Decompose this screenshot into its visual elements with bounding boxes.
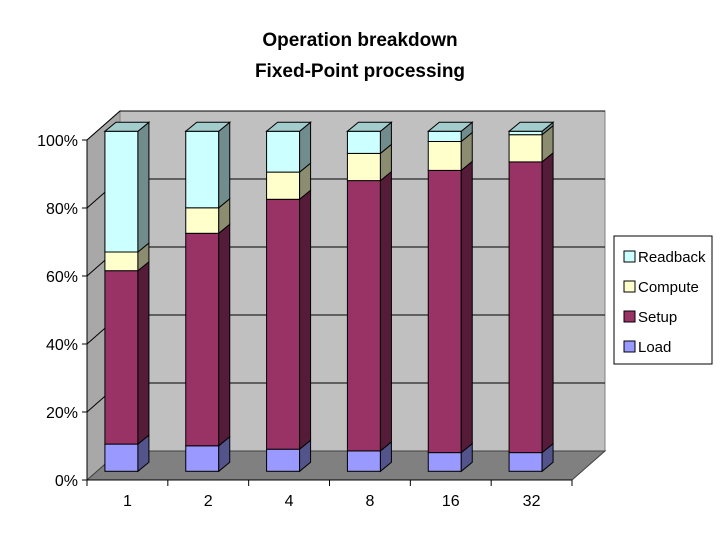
x-tick-label: 8 <box>365 493 374 510</box>
bar-side <box>460 160 473 454</box>
bar-front <box>508 452 543 472</box>
bar-top <box>103 121 151 132</box>
y-tick-label: 80% <box>46 201 78 218</box>
chart-title-line-2: Fixed-Point processing <box>254 61 466 82</box>
bar-front <box>185 207 220 234</box>
bar-front <box>104 270 139 445</box>
y-tick-label: 40% <box>46 337 78 354</box>
legend-label: Compute <box>638 279 699 296</box>
legend-swatch <box>623 310 636 323</box>
bar-front <box>185 130 220 209</box>
bar-front <box>427 169 462 454</box>
bar-side <box>137 260 150 446</box>
bar-front <box>346 180 381 452</box>
y-tick-label: 0% <box>55 473 78 490</box>
bar-front <box>266 198 301 450</box>
bar-segment-readback <box>265 121 312 174</box>
legend-item: Compute <box>623 279 699 296</box>
legend-label: Setup <box>638 309 677 326</box>
bar-side <box>541 151 554 454</box>
bar-front <box>185 445 220 472</box>
bar-stack <box>507 121 555 473</box>
legend-label: Readback <box>638 249 706 266</box>
bar-stack <box>265 121 312 473</box>
bar-stack <box>426 121 474 473</box>
bar-segment-compute <box>508 124 554 163</box>
bar-side <box>379 170 392 452</box>
x-tick-label: 1 <box>123 493 132 510</box>
bar-front <box>185 232 220 447</box>
bar-front <box>266 448 301 472</box>
bar-front <box>104 130 139 253</box>
bar-segment-setup <box>104 260 150 446</box>
bar-front <box>427 130 462 143</box>
x-axis: 1 2 4 8 16 32 <box>86 479 573 510</box>
bar-segment-readback <box>346 121 393 155</box>
bar-side <box>218 121 231 209</box>
bar-top <box>346 121 393 132</box>
bar-top <box>507 121 555 132</box>
legend-label: Load <box>638 339 671 356</box>
bar-segment-setup <box>346 170 392 452</box>
bar-segment-compute <box>266 162 312 201</box>
bar-front <box>427 141 462 171</box>
bar-segment-readback <box>426 121 474 143</box>
bar-segment-readback <box>507 121 555 136</box>
bar-front <box>266 130 301 173</box>
bar-segment-load <box>346 440 392 473</box>
legend-item: Setup <box>623 309 677 326</box>
bar-segment-setup <box>508 151 554 454</box>
bar-front <box>346 450 381 472</box>
bar-front <box>508 130 543 136</box>
x-tick-label: 2 <box>204 493 213 510</box>
bar-front <box>508 134 543 163</box>
bar-stack <box>184 121 232 473</box>
x-tick-label: 16 <box>442 493 460 510</box>
legend-item: Load <box>623 339 671 356</box>
y-tick-label: 20% <box>46 405 78 422</box>
bar-stack <box>346 121 393 473</box>
bars <box>103 121 555 473</box>
bar-front <box>104 251 139 272</box>
bar-segment-setup <box>427 160 473 454</box>
bar-top <box>426 121 474 132</box>
x-tick-label: 4 <box>285 493 294 510</box>
bar-front <box>427 452 462 472</box>
bar-segment-readback <box>184 121 232 209</box>
x-tick-label: 32 <box>523 493 541 510</box>
bar-segment-readback <box>103 121 151 254</box>
bar-segment-load <box>266 439 312 473</box>
bar-side <box>218 223 231 447</box>
bar-front <box>104 443 139 472</box>
chart-title-line-1: Operation breakdown <box>262 30 458 51</box>
bar-segment-load <box>104 434 150 473</box>
bar-top <box>265 121 312 132</box>
bar-front <box>346 152 381 182</box>
legend-swatch <box>623 280 636 293</box>
bar-top <box>184 121 232 132</box>
legend-swatch <box>623 340 636 353</box>
legend: Readback Compute Setup Load <box>613 235 713 365</box>
bar-front <box>508 161 543 454</box>
legend-item: Readback <box>623 249 706 266</box>
bar-front <box>346 130 381 154</box>
bar-side <box>299 189 312 451</box>
bar-front <box>266 171 301 200</box>
bar-stack <box>103 121 151 473</box>
bar-segment-setup <box>185 223 231 447</box>
bar-side <box>137 121 150 254</box>
plot-area: 0% 20% 40% 60% 80% 100% 1 2 4 8 16 32 <box>37 109 607 510</box>
y-tick-label: 60% <box>46 269 78 286</box>
bar-segment-compute <box>185 197 231 235</box>
gridline <box>86 110 605 141</box>
legend-swatch <box>623 250 636 263</box>
bar-segment-setup <box>266 189 312 451</box>
y-tick-label: 100% <box>37 133 78 150</box>
